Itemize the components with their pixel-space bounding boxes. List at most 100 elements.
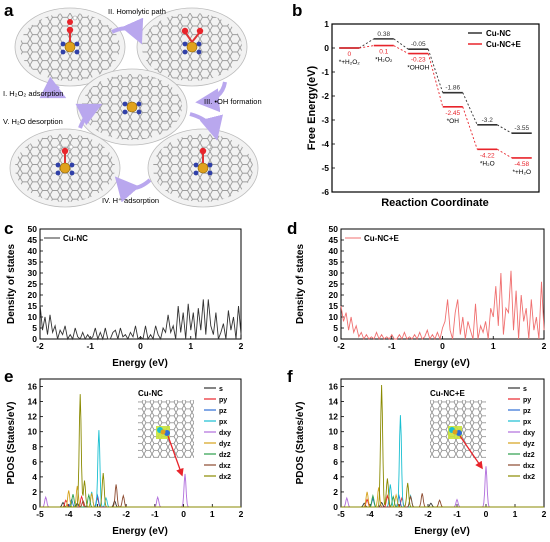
- e-legend-label-7: dxz: [219, 463, 231, 470]
- f-xtick-label-7: 2: [542, 509, 547, 519]
- panel-letter-c: c: [4, 219, 13, 238]
- e-xtick-label-6: 1: [210, 509, 215, 519]
- c-xtick-label-1: -1: [86, 341, 94, 351]
- step-label-3: III. •OH formation: [204, 97, 262, 106]
- f-ytick-label-7: 14: [329, 397, 339, 407]
- d-ytick-label-7: 35: [329, 257, 339, 267]
- f-xtick-label-6: 1: [513, 509, 518, 519]
- step-label-5: V. H₂O desorption: [3, 117, 63, 126]
- b-value-label-1-3: -2.45: [445, 110, 460, 117]
- cycle-model-bottom-right: [147, 128, 259, 208]
- e-legend-label-6: dz2: [219, 452, 231, 459]
- f-xtick-label-5: 0: [484, 509, 489, 519]
- b-connector-0-4: [497, 124, 512, 134]
- b-legend-label-0: Cu-NC: [486, 29, 511, 38]
- b-value-label-0-1: 0.38: [377, 31, 390, 38]
- panel-letter-d: d: [287, 219, 297, 238]
- f-title: Cu-NC+E: [430, 389, 466, 398]
- e-ytick-label-3: 6: [32, 457, 37, 467]
- c-ytick-label-9: 45: [28, 235, 38, 245]
- c-ytick-label-5: 25: [28, 279, 38, 289]
- panel-letter-a: a: [4, 1, 14, 20]
- b-value-label-1-5: -4.58: [514, 161, 529, 168]
- f-legend-label-3: px: [523, 419, 531, 426]
- e-xlabel: Energy (eV): [112, 526, 168, 537]
- e-ytick-label-7: 14: [28, 397, 38, 407]
- f-xtick-label-3: -2: [424, 509, 432, 519]
- e-xtick-label-7: 2: [239, 509, 244, 519]
- f-xtick-label-2: -3: [395, 509, 403, 519]
- d-dos-curve: [340, 270, 545, 341]
- e-legend-label-1: py: [219, 397, 227, 404]
- cycle-model-top-left: [14, 7, 126, 87]
- b-legend: Cu-NC Cu-NC+E: [468, 29, 522, 49]
- b-value-label-1-4: -4.22: [480, 152, 495, 159]
- panel-letter-b: b: [292, 1, 302, 20]
- b-connector-0-1: [393, 38, 409, 50]
- f-ytick-label-0: 0: [333, 502, 338, 512]
- f-pdos-dx2: [341, 384, 544, 508]
- f-legend-label-5: dyz: [523, 441, 535, 448]
- panel-d: Density of states Energy (eV) Cu-NC+E -2…: [295, 224, 547, 369]
- b-state-label-1: *H₂O₂: [375, 57, 393, 64]
- e-xtick-label-0: -5: [36, 509, 44, 519]
- b-ytick-label-6: -5: [321, 163, 329, 173]
- b-value-label-0-5: -3.55: [514, 125, 529, 132]
- e-ytick-label-2: 4: [32, 472, 37, 482]
- b-connector-0-0: [359, 38, 374, 49]
- d-xtick-label-3: 1: [491, 341, 496, 351]
- panel-letter-f: f: [287, 367, 293, 386]
- e-ytick-label-0: 0: [32, 502, 37, 512]
- b-value-label-1-0: 0: [347, 51, 351, 58]
- b-connector-0-2: [427, 49, 444, 93]
- e-ytick-label-6: 12: [28, 412, 38, 422]
- d-ytick-label-10: 50: [329, 224, 339, 234]
- f-ytick-label-5: 10: [329, 427, 339, 437]
- f-xtick-label-1: -4: [366, 509, 374, 519]
- d-ylabel: Density of states: [295, 244, 306, 324]
- f-ytick-label-2: 4: [333, 472, 338, 482]
- f-ytick-label-4: 8: [333, 442, 338, 452]
- b-connector-1-2: [427, 53, 444, 107]
- b-ytick-label-0: 1: [324, 19, 329, 29]
- cycle-arrow-2: [195, 81, 227, 113]
- e-title: Cu-NC: [138, 389, 163, 398]
- panel-e: PDOS (States/eV) Energy (eV) Cu-NC -5 -4 -…: [6, 378, 244, 537]
- b-value-label-0-4: -3.2: [482, 117, 494, 124]
- b-value-label-0-2: -0.05: [411, 41, 426, 48]
- c-ytick-label-1: 5: [32, 323, 37, 333]
- e-xtick-label-5: 0: [181, 509, 186, 519]
- f-legend-label-7: dxz: [523, 463, 535, 470]
- e-xtick-label-1: -4: [65, 509, 73, 519]
- b-ytick-label-2: -1: [321, 67, 329, 77]
- c-xtick-label-4: 2: [239, 341, 244, 351]
- f-legend-label-2: pz: [523, 408, 531, 415]
- e-legend-label-3: px: [219, 419, 227, 426]
- panel-letter-e: e: [4, 367, 13, 386]
- cycle-model-center: [76, 68, 188, 146]
- b-value-label-0-3: -1.86: [445, 85, 460, 92]
- f-ytick-label-8: 16: [329, 382, 339, 392]
- d-ytick-label-2: 10: [329, 312, 339, 322]
- b-connector-1-1: [393, 45, 409, 54]
- e-ytick-label-5: 10: [28, 427, 38, 437]
- c-ylabel: Density of states: [6, 244, 17, 324]
- b-connector-1-0: [359, 45, 374, 49]
- e-ylabel: PDOS (States/eV): [6, 402, 17, 485]
- d-ytick-label-5: 25: [329, 279, 339, 289]
- f-ylabel: PDOS (States/eV): [295, 402, 306, 485]
- e-ytick-label-4: 8: [32, 442, 37, 452]
- c-ytick-label-4: 20: [28, 290, 38, 300]
- b-state-label-3: *OH: [447, 118, 460, 125]
- c-xtick-label-3: 1: [188, 341, 193, 351]
- f-legend-label-1: py: [523, 397, 531, 404]
- e-structure-inset: [138, 400, 194, 477]
- e-legend-label-4: dxy: [219, 430, 231, 437]
- c-ytick-label-8: 40: [28, 246, 38, 256]
- c-legend-label: Cu-NC: [63, 234, 88, 243]
- step-label-4: IV. H⁺ adsorption: [102, 196, 159, 205]
- d-ytick-label-1: 5: [333, 323, 338, 333]
- e-ytick-label-8: 16: [28, 382, 38, 392]
- b-value-label-1-2: -0.23: [411, 57, 426, 64]
